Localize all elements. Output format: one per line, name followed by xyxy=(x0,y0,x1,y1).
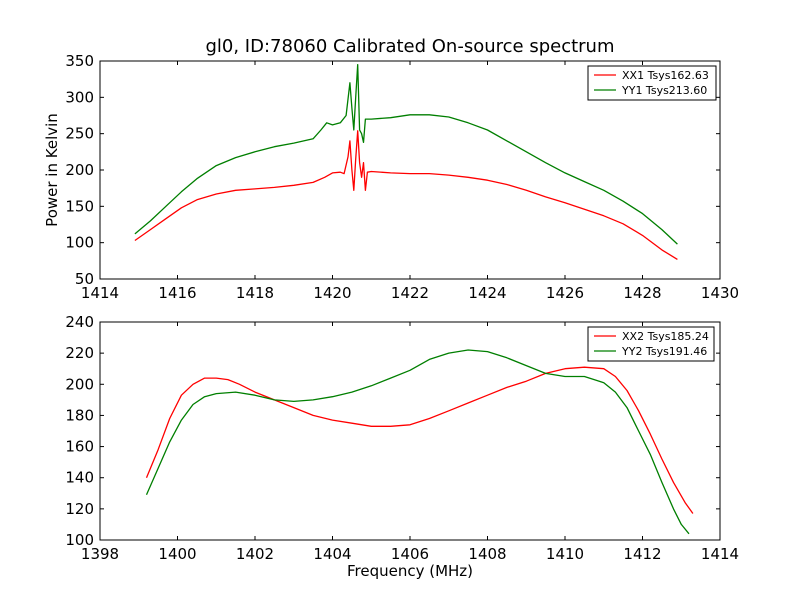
series-line-xx xyxy=(134,130,678,260)
legend-entry: YY2 Tsys191.46 xyxy=(621,345,707,358)
series-line-xx xyxy=(145,366,694,514)
y-tick-label: 350 xyxy=(65,52,94,70)
x-tick-label: 1424 xyxy=(468,284,506,302)
x-tick-label: 1408 xyxy=(468,545,506,563)
legend-entry: YY1 Tsys213.60 xyxy=(621,84,707,97)
x-tick-label: 1428 xyxy=(623,284,661,302)
x-tick-label: 1406 xyxy=(391,545,429,563)
y-tick-label: 240 xyxy=(65,313,94,331)
legend-entry: XX2 Tsys185.24 xyxy=(622,330,709,343)
y-tick-label: 250 xyxy=(65,125,94,143)
x-tick-label: 1414 xyxy=(81,284,119,302)
y-tick-label: 150 xyxy=(65,197,94,215)
y-tick-label: 180 xyxy=(65,406,94,424)
y-tick-label: 200 xyxy=(65,375,94,393)
x-tick-label: 1398 xyxy=(81,545,119,563)
y-tick-label: 220 xyxy=(65,344,94,362)
y-tick-label: 300 xyxy=(65,88,94,106)
y-tick-label: 200 xyxy=(65,161,94,179)
x-tick-label: 1416 xyxy=(158,284,196,302)
y-tick-label: 140 xyxy=(65,469,94,487)
x-axis-label: Frequency (MHz) xyxy=(347,562,473,580)
x-tick-label: 1420 xyxy=(313,284,351,302)
x-tick-label: 1402 xyxy=(236,545,274,563)
x-tick-label: 1412 xyxy=(623,545,661,563)
legend-box xyxy=(587,65,717,101)
x-tick-label: 1422 xyxy=(391,284,429,302)
series-line-yy xyxy=(134,63,678,245)
top-panel: 1414 1416 1418 1420 1422 1424 1426 1428 1430 50 10… xyxy=(43,52,739,302)
x-tick-label: 1418 xyxy=(236,284,274,302)
y-axis-label: Power in Kelvin xyxy=(43,113,61,227)
y-tick-label: 160 xyxy=(65,438,94,456)
y-tick-label: 100 xyxy=(65,531,94,549)
y-tick-label: 100 xyxy=(65,234,94,252)
bottom-panel: 1398 1400 1402 1404 1406 1408 1410 1412 1414 100 1… xyxy=(65,313,739,580)
x-tick-label: 1414 xyxy=(701,545,739,563)
x-tick-label: 1430 xyxy=(701,284,739,302)
y-tick-label: 50 xyxy=(75,270,94,288)
x-tick-label: 1404 xyxy=(313,545,351,563)
legend-entry: XX1 Tsys162.63 xyxy=(622,69,709,82)
x-tick-label: 1410 xyxy=(546,545,584,563)
chart-title: gl0, ID:78060 Calibrated On-source spect… xyxy=(205,36,614,57)
y-tick-label: 120 xyxy=(65,500,94,518)
x-tick-label: 1400 xyxy=(158,545,196,563)
series-line-yy xyxy=(145,349,690,535)
legend-box xyxy=(587,326,715,362)
x-tick-label: 1426 xyxy=(546,284,584,302)
